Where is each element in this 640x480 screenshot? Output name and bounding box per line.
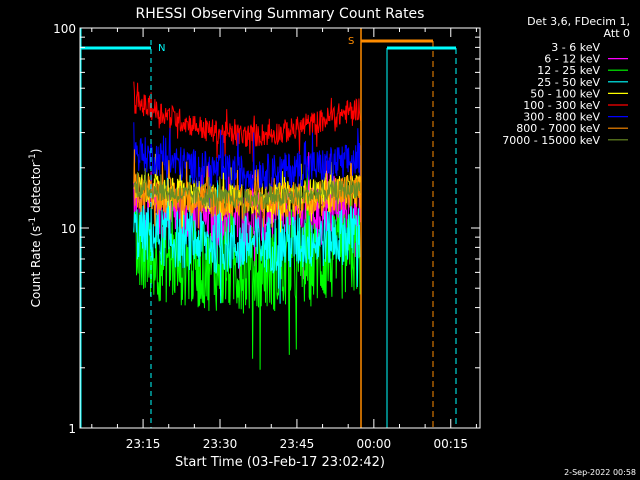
series-line-3 <box>133 169 361 304</box>
legend-header-1: Det 3,6, FDecim 1, <box>527 15 630 28</box>
x-tick-label: 23:15 <box>126 437 161 451</box>
svg-text:Count Rate (s-1 detector-1): Count Rate (s-1 detector-1) <box>28 149 43 308</box>
series-line-8 <box>133 168 361 222</box>
x-tick-label: 23:30 <box>203 437 238 451</box>
y-axis-label-end: ) <box>29 149 43 154</box>
generated-timestamp: 2-Sep-2022 00:58 <box>564 468 636 477</box>
x-tick-label: 00:00 <box>357 437 392 451</box>
flag-label-night: N <box>158 43 165 54</box>
legend-label: 800 - 7000 keV <box>516 122 600 135</box>
axes: 23:15 23:30 23:45 00:00 00:15 1 10 100 <box>53 22 481 451</box>
y-tick-label: 100 <box>53 22 76 36</box>
legend-label: 12 - 25 keV <box>537 64 600 77</box>
series-line-6 <box>133 122 361 209</box>
legend-header-2: Att 0 <box>604 27 630 40</box>
series-line-5 <box>133 81 361 162</box>
legend-label: 300 - 800 keV <box>523 111 600 124</box>
legend-label: 3 - 6 keV <box>551 41 600 54</box>
chart-title: RHESSI Observing Summary Count Rates <box>136 6 425 22</box>
x-axis-label: Start Time (03-Feb-17 23:02:42) <box>175 455 385 470</box>
y-axis-label-mid: detector <box>29 162 43 217</box>
legend-label: 6 - 12 keV <box>544 53 600 66</box>
legend-label: 100 - 300 keV <box>523 99 600 112</box>
y-tick-label: 10 <box>61 222 76 236</box>
x-tick-label: 23:45 <box>280 437 315 451</box>
y-axis-label-sup2: -1 <box>28 153 38 162</box>
legend-label: 50 - 100 keV <box>530 87 600 100</box>
y-tick-label: 1 <box>68 422 76 436</box>
y-axis-label-sup1: -1 <box>28 217 38 226</box>
x-tick-label: 00:15 <box>433 437 468 451</box>
flag-label-saa: S <box>348 36 354 47</box>
legend-label: 25 - 50 keV <box>537 76 600 89</box>
legend-label: 7000 - 15000 keV <box>502 134 600 147</box>
y-axis-label: Count Rate (s-1 detector-1) <box>28 149 43 308</box>
y-axis-label-main: Count Rate (s <box>29 226 43 308</box>
